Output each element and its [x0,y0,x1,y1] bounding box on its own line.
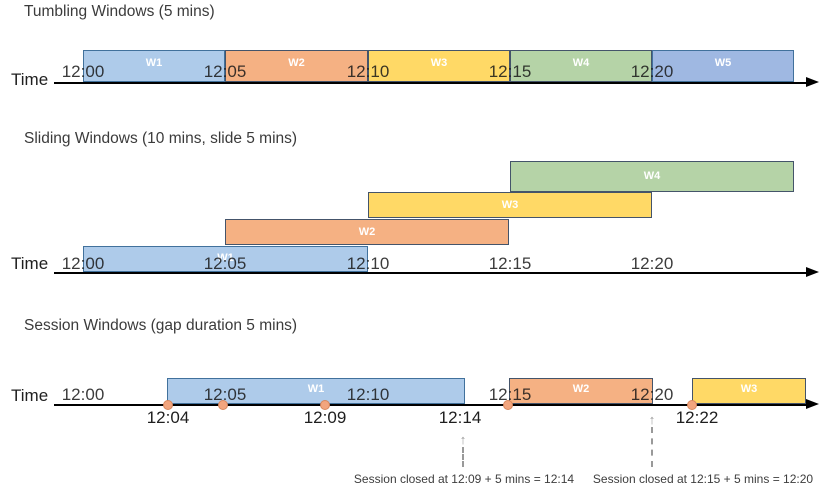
axis-tick-label: 12:15 [488,254,532,273]
time-axis-caption-session: Time [11,386,49,405]
time-axis-caption-sliding: Time [11,254,49,273]
time-axis-session [54,404,806,406]
axis-tick-label: 12:05 [203,254,247,273]
event-marker [218,400,228,410]
session-close-annotation: Session closed at 12:15 + 5 mins = 12:20 [592,472,814,486]
event-time-label: 12:22 [675,408,719,427]
window-label-session-w1: W1 [307,383,325,395]
window-box-session-w2 [509,378,653,404]
window-label-sliding-w3: W3 [501,199,519,211]
time-axis-caption-tumbling: Time [11,70,49,89]
event-marker [320,400,330,410]
up-arrow-icon: ↑ [648,412,656,427]
window-label-sliding-w1: W1 [217,252,234,264]
time-axis-arrowhead-icon [806,77,819,87]
window-label-session-w3: W3 [740,383,758,395]
window-label-sliding-w4: W4 [643,170,661,182]
window-box-tumbling-w5 [652,50,794,82]
event-marker [163,400,173,410]
window-label-tumbling-w3: W3 [430,57,448,69]
time-axis-sliding [54,272,806,274]
axis-tick-label: 12:10 [346,385,390,404]
section-title-tumbling: Tumbling Windows (5 mins) [24,3,215,20]
window-box-tumbling-w2 [225,50,368,82]
section-title-session: Session Windows (gap duration 5 mins) [24,317,298,334]
axis-tick-label: 12:05 [203,385,247,404]
axis-tick-label: 12:20 [630,62,674,81]
axis-tick-label: 12:15 [488,62,532,81]
axis-tick-label: 12:10 [346,254,390,273]
event-marker [503,400,513,410]
axis-tick-label: 12:20 [630,385,674,404]
window-box-session-w1 [167,378,465,404]
window-box-session-w3 [692,378,806,404]
annotation-arrow-line [651,427,653,467]
window-box-sliding-w2 [225,219,509,245]
axis-tick-label: 12:00 [61,62,105,81]
window-label-tumbling-w4: W4 [572,57,590,69]
window-box-tumbling-w1 [83,50,225,82]
window-label-tumbling-w2: W2 [288,57,305,69]
axis-tick-label: 12:00 [61,385,105,404]
time-axis-tumbling [54,82,806,84]
window-label-sliding-w2: W2 [358,226,376,238]
event-time-label: 12:09 [303,408,347,427]
window-label-tumbling-w1: W1 [145,57,163,69]
window-box-tumbling-w4 [510,50,652,82]
axis-tick-label: 12:20 [630,254,674,273]
time-axis-arrowhead-icon [806,267,819,277]
window-box-tumbling-w3 [368,50,510,82]
annotation-arrow-line [462,447,464,467]
axis-tick-label: 12:10 [346,62,390,81]
time-axis-arrowhead-icon [806,399,819,409]
up-arrow-icon: ↑ [459,432,467,447]
axis-tick-label: 12:15 [488,385,532,404]
session-close-annotation: Session closed at 12:09 + 5 mins = 12:14 [353,472,575,486]
section-title-sliding: Sliding Windows (10 mins, slide 5 mins) [24,130,298,147]
window-box-sliding-w3 [368,192,652,218]
axis-tick-label: 12:00 [61,254,105,273]
event-marker [687,400,697,410]
window-box-sliding-w4 [510,161,794,192]
axis-tick-label: 12:05 [203,62,247,81]
window-label-session-w2: W2 [572,383,590,395]
event-time-label: 12:04 [146,408,190,427]
window-box-sliding-w1 [83,246,368,272]
window-label-tumbling-w5: W5 [714,57,732,69]
event-time-label: 12:14 [438,408,482,427]
